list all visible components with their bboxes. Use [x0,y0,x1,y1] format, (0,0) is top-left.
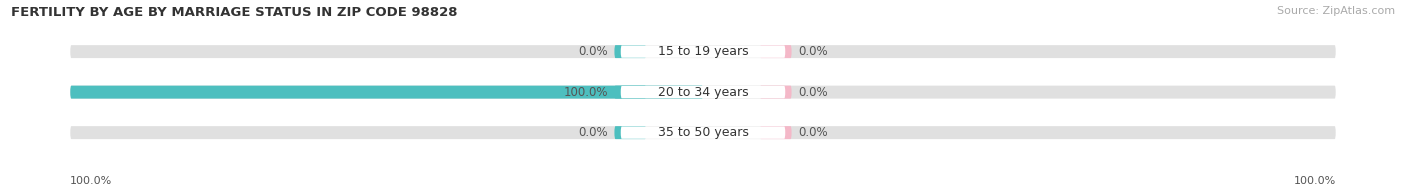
Text: FERTILITY BY AGE BY MARRIAGE STATUS IN ZIP CODE 98828: FERTILITY BY AGE BY MARRIAGE STATUS IN Z… [11,6,458,19]
Text: 0.0%: 0.0% [799,45,828,58]
Text: 35 to 50 years: 35 to 50 years [658,126,748,139]
FancyBboxPatch shape [70,45,1336,58]
FancyBboxPatch shape [759,45,792,58]
FancyBboxPatch shape [614,45,647,58]
FancyBboxPatch shape [614,126,647,139]
FancyBboxPatch shape [70,126,1336,139]
FancyBboxPatch shape [759,86,792,99]
FancyBboxPatch shape [621,86,785,98]
Text: 100.0%: 100.0% [1294,176,1336,186]
Text: 100.0%: 100.0% [70,176,112,186]
Text: 100.0%: 100.0% [564,86,609,99]
FancyBboxPatch shape [614,86,647,99]
FancyBboxPatch shape [759,126,792,139]
Text: 0.0%: 0.0% [799,86,828,99]
Text: 0.0%: 0.0% [578,45,609,58]
Text: 0.0%: 0.0% [578,126,609,139]
FancyBboxPatch shape [621,45,785,58]
Text: 20 to 34 years: 20 to 34 years [658,86,748,99]
Text: 0.0%: 0.0% [799,126,828,139]
FancyBboxPatch shape [70,86,703,99]
FancyBboxPatch shape [70,86,1336,99]
FancyBboxPatch shape [621,126,785,139]
Text: 15 to 19 years: 15 to 19 years [658,45,748,58]
Text: Source: ZipAtlas.com: Source: ZipAtlas.com [1277,6,1395,16]
